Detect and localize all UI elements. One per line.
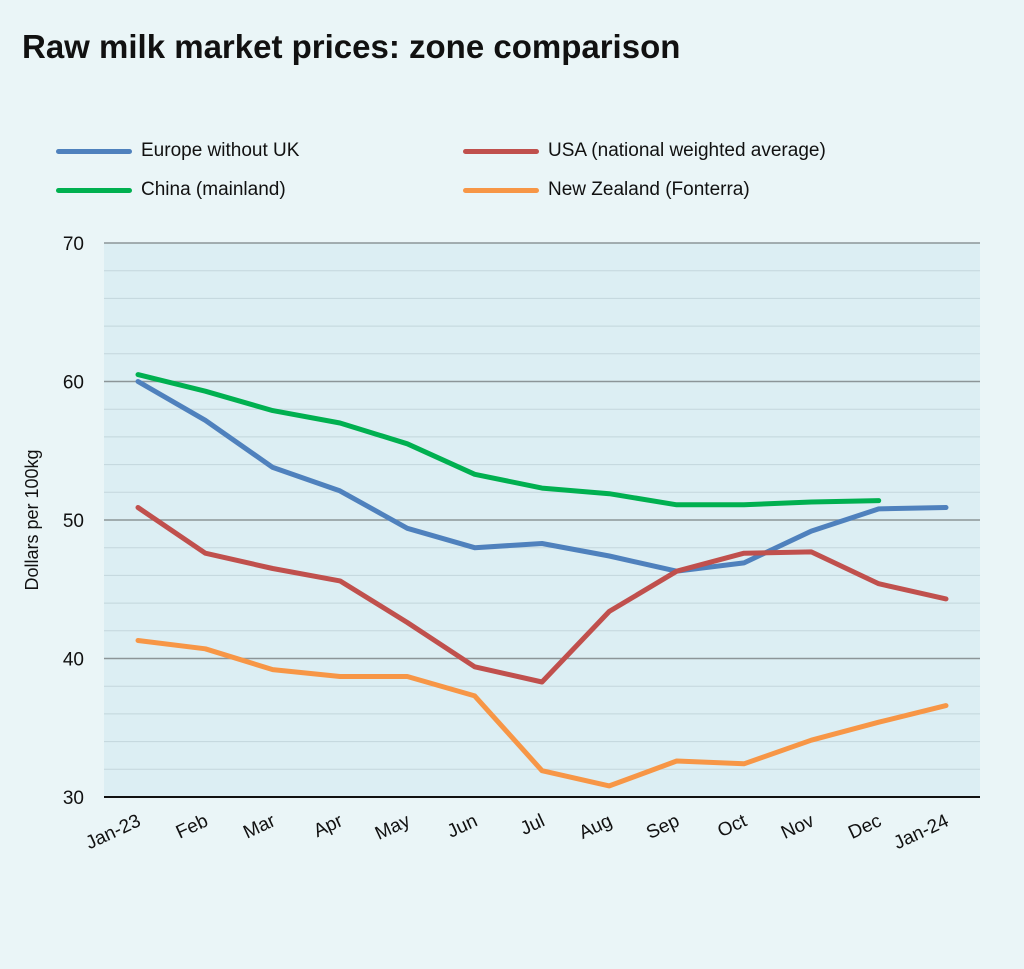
legend-label-usa: USA (national weighted average) [548,140,826,161]
x-tick-label: Sep [643,810,683,843]
x-tick-label: Aug [576,810,616,843]
y-tick-label: 60 [63,373,84,394]
legend-item-new-zealand: New Zealand (Fonterra) [463,179,750,201]
x-tick-label: Oct [714,810,750,842]
legend-label-europe: Europe without UK [141,140,300,161]
legend-swatch-china [56,187,132,193]
x-tick-label: Jul [517,810,548,839]
y-axis-title: Dollars per 100kg [22,449,42,590]
legend-item-europe: Europe without UK [56,140,299,162]
minor-gridlines [104,270,980,770]
x-tick-label: Jan-23 [83,810,145,854]
x-tick-label: Dec [845,810,885,843]
x-tick-label: Jan-24 [891,810,953,854]
series-line-3 [135,638,949,789]
legend-label-china: China (mainland) [141,179,286,200]
major-gridlines [104,242,980,660]
x-tick-label: May [372,810,414,844]
series-line-1 [135,505,949,685]
y-axis-ticks: 30 40 50 60 70 [63,234,84,809]
legend: Europe without UK USA (national weighted… [0,0,1024,220]
x-tick-label: Jun [444,810,481,842]
y-tick-label: 40 [63,650,84,671]
legend-label-new-zealand: New Zealand (Fonterra) [548,179,750,200]
series-line-2 [135,372,882,508]
legend-item-usa: USA (national weighted average) [463,140,826,162]
series-lines [135,372,949,789]
legend-swatch-usa [463,148,539,154]
x-axis-ticks: Jan-23 Feb Mar Apr May Jun Jul Aug Sep Oct Nov Dec J… [83,810,953,854]
series-line-0 [135,379,949,574]
legend-item-china: China (mainland) [56,179,286,201]
x-tick-label: Nov [778,810,818,844]
legend-swatch-europe [56,148,132,154]
x-tick-label: Mar [240,810,279,843]
y-tick-label: 70 [63,234,84,255]
x-tick-label: Feb [173,810,212,843]
legend-swatch-new-zealand [463,187,539,193]
chart-title: Raw milk market prices: zone comparison [22,28,681,65]
y-tick-label: 30 [63,788,84,809]
x-tick-label: Apr [310,810,346,842]
y-tick-label: 50 [63,511,84,532]
